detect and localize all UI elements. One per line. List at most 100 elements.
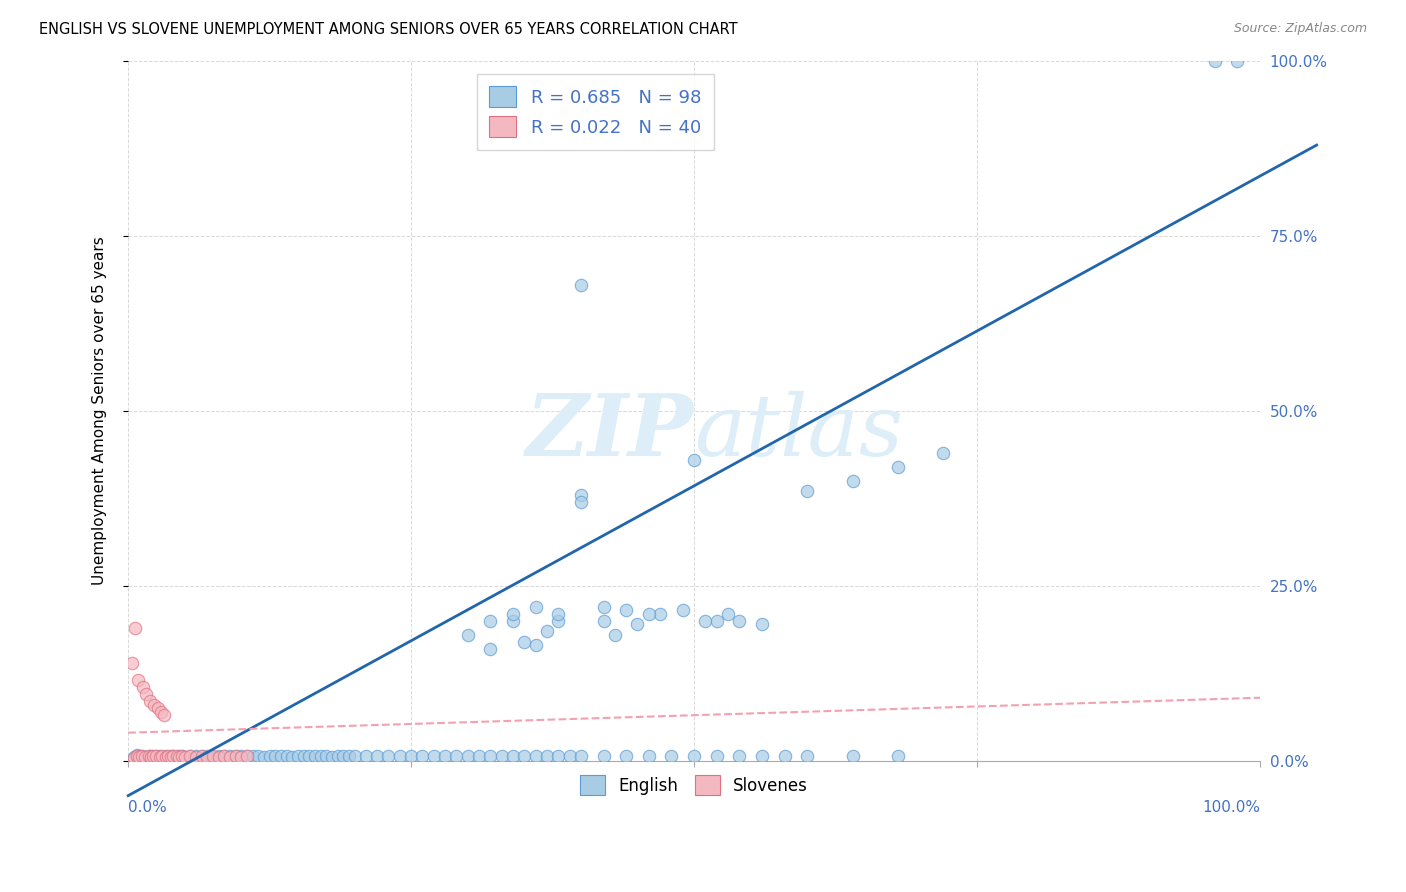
Point <box>139 750 162 764</box>
Point <box>650 607 672 621</box>
Point <box>683 453 706 467</box>
Point <box>479 749 502 764</box>
Point <box>167 750 190 764</box>
Point <box>524 749 547 764</box>
Point <box>166 749 188 764</box>
Text: atlas: atlas <box>695 391 903 474</box>
Point <box>569 488 592 502</box>
Point <box>1204 54 1226 69</box>
Point <box>332 749 354 764</box>
Point <box>184 750 207 764</box>
Point <box>138 749 160 764</box>
Point <box>122 750 145 764</box>
Point <box>155 750 177 764</box>
Point <box>214 749 236 764</box>
Point <box>683 748 706 763</box>
Point <box>145 749 167 764</box>
Point <box>219 748 242 763</box>
Point <box>547 607 569 621</box>
Point <box>142 750 165 764</box>
Point <box>197 749 219 764</box>
Point <box>156 749 179 764</box>
Point <box>139 748 162 763</box>
Point <box>219 750 242 764</box>
Point <box>127 749 149 764</box>
Point <box>547 614 569 628</box>
Point <box>558 748 581 763</box>
Point <box>524 599 547 614</box>
Point <box>479 641 502 656</box>
Point <box>411 749 433 764</box>
Point <box>841 748 863 763</box>
Point <box>150 750 173 764</box>
Point <box>502 749 524 764</box>
Point <box>661 749 683 764</box>
Point <box>179 749 201 764</box>
Point <box>672 603 695 617</box>
Point <box>524 638 547 652</box>
Point <box>321 750 343 764</box>
Point <box>773 748 796 763</box>
Point <box>637 607 659 621</box>
Text: ENGLISH VS SLOVENE UNEMPLOYMENT AMONG SENIORS OVER 65 YEARS CORRELATION CHART: ENGLISH VS SLOVENE UNEMPLOYMENT AMONG SE… <box>39 22 738 37</box>
Point <box>592 748 614 763</box>
Point <box>190 749 212 764</box>
Text: ZIP: ZIP <box>526 390 695 474</box>
Point <box>149 750 172 764</box>
Point <box>122 751 145 765</box>
Point <box>337 748 360 763</box>
Point <box>236 749 259 764</box>
Point <box>479 614 502 628</box>
Point <box>796 749 818 764</box>
Point <box>127 673 149 688</box>
Point <box>887 749 910 764</box>
Point <box>887 459 910 474</box>
Point <box>202 750 225 764</box>
Point <box>173 750 195 764</box>
Point <box>121 656 143 670</box>
Point <box>626 617 648 632</box>
Point <box>231 750 253 764</box>
Point <box>242 748 264 763</box>
Point <box>127 747 149 762</box>
Point <box>270 748 292 763</box>
Point <box>717 607 740 621</box>
Point <box>592 599 614 614</box>
Point <box>231 748 253 763</box>
Point <box>569 749 592 764</box>
Point <box>153 708 176 723</box>
Point <box>751 749 773 764</box>
Point <box>138 749 160 764</box>
Point <box>315 749 337 764</box>
Point <box>592 614 614 628</box>
Point <box>366 749 388 764</box>
Point <box>150 749 173 764</box>
Point <box>446 748 468 763</box>
Point <box>728 748 751 763</box>
Point <box>706 749 728 764</box>
Point <box>132 680 155 694</box>
Point <box>502 614 524 628</box>
Point <box>304 749 326 764</box>
Point <box>491 748 513 763</box>
Y-axis label: Unemployment Among Seniors over 65 years: Unemployment Among Seniors over 65 years <box>93 236 107 585</box>
Point <box>728 614 751 628</box>
Point <box>343 749 366 764</box>
Point <box>706 614 728 628</box>
Point <box>128 750 150 764</box>
Point <box>134 750 156 764</box>
Point <box>932 446 955 460</box>
Point <box>614 603 637 617</box>
Point <box>796 484 818 499</box>
Point <box>388 749 411 764</box>
Point <box>614 749 637 764</box>
Point <box>536 748 558 763</box>
Point <box>1226 54 1249 69</box>
Point <box>162 748 184 763</box>
Text: Source: ZipAtlas.com: Source: ZipAtlas.com <box>1233 22 1367 36</box>
Point <box>160 750 183 764</box>
Point <box>131 748 153 763</box>
Point <box>131 748 153 763</box>
Point <box>259 748 281 763</box>
Point <box>292 749 315 764</box>
